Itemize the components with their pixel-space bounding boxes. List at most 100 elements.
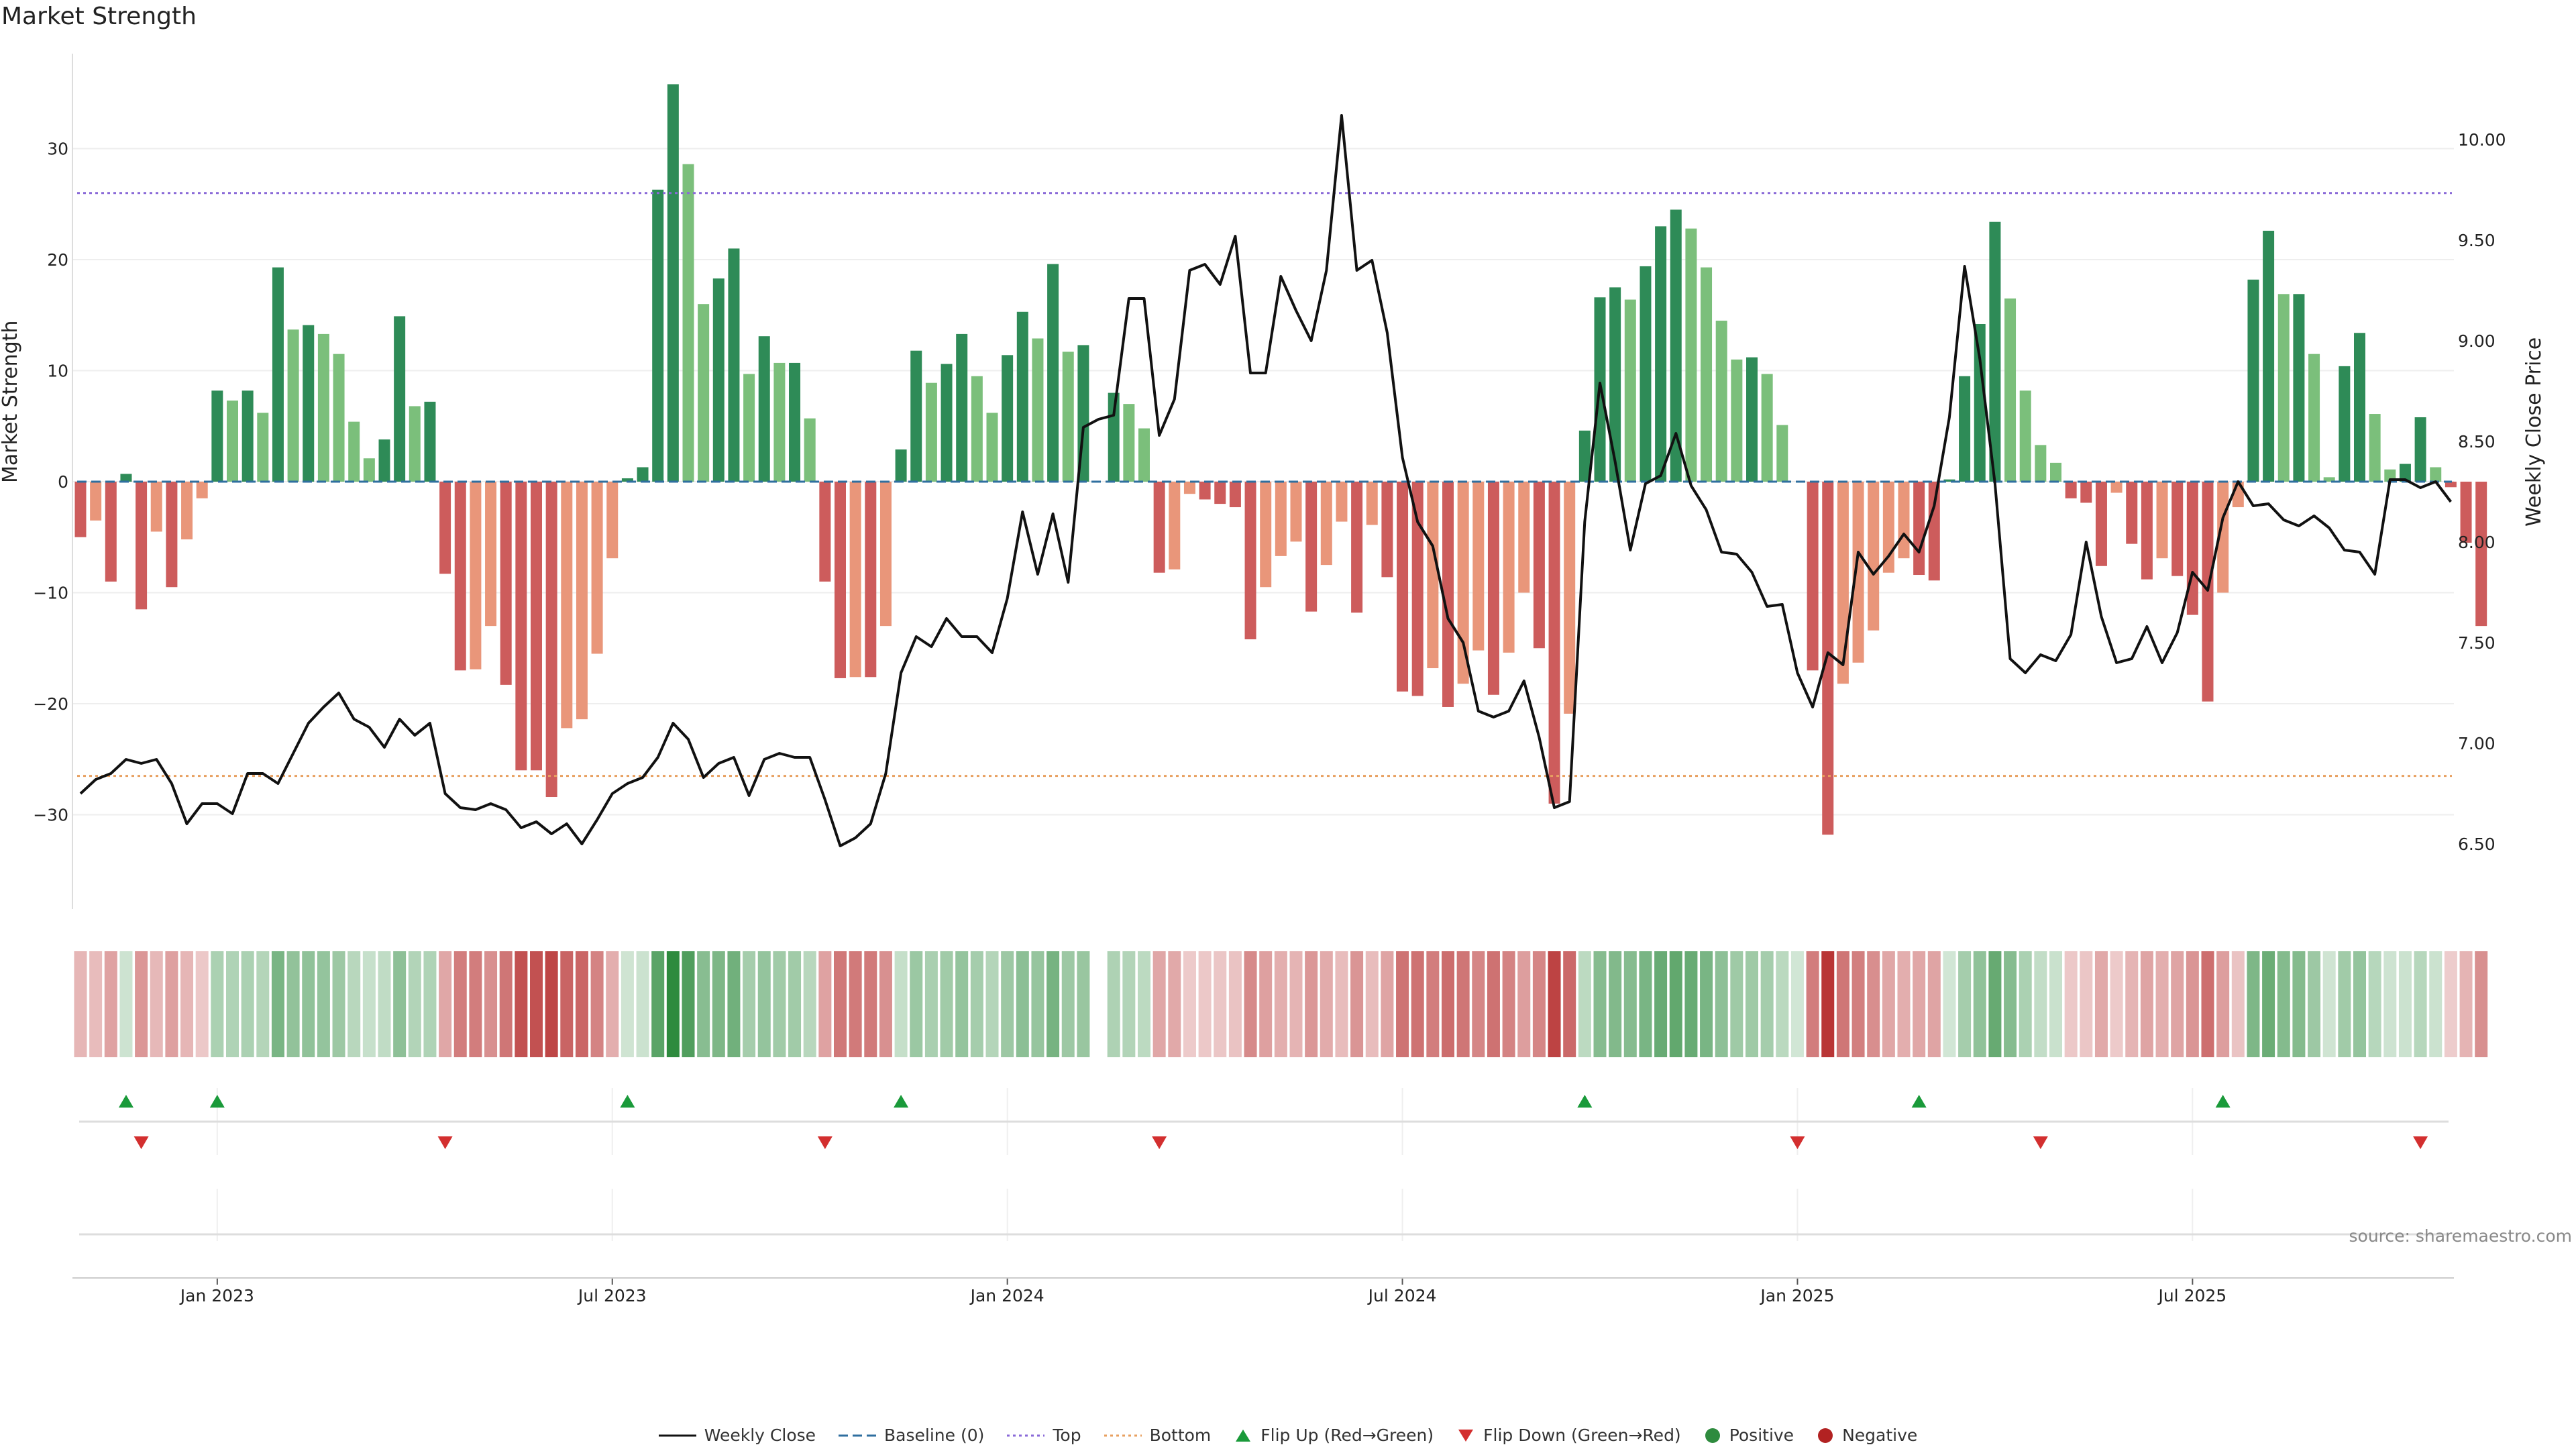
strength-bar bbox=[1366, 482, 1378, 525]
strength-bar bbox=[698, 304, 710, 482]
heat-cell bbox=[2155, 951, 2169, 1057]
heat-cell bbox=[2080, 951, 2093, 1057]
heat-cell bbox=[879, 951, 892, 1057]
heat-cell bbox=[560, 951, 574, 1057]
heat-cell bbox=[1046, 951, 1060, 1057]
heat-cell bbox=[818, 951, 832, 1057]
strength-bar bbox=[333, 354, 345, 482]
strength-bar bbox=[1928, 482, 1940, 581]
strength-bar bbox=[1123, 404, 1135, 482]
strength-bar bbox=[2414, 417, 2426, 482]
y-left-tick-label: 10 bbox=[47, 362, 68, 381]
heat-cell bbox=[317, 951, 330, 1057]
strength-bar bbox=[2308, 354, 2320, 482]
heat-cell bbox=[1639, 951, 1652, 1057]
heat-cell bbox=[1730, 951, 1743, 1057]
strength-bar bbox=[1655, 226, 1667, 482]
strength-bar bbox=[1685, 228, 1697, 482]
legend-baseline: Baseline (0) bbox=[839, 1426, 984, 1445]
heat-cell bbox=[2444, 951, 2457, 1057]
strength-bar bbox=[303, 325, 315, 482]
heat-cell bbox=[530, 951, 543, 1057]
heat-cell bbox=[408, 951, 421, 1057]
source-note: source: sharemaestro.com bbox=[2349, 1226, 2573, 1246]
legend-label: Top bbox=[1053, 1426, 1081, 1445]
strength-bar bbox=[2035, 445, 2047, 482]
strength-bar bbox=[1002, 355, 1014, 482]
legend-weekly-close: Weekly Close bbox=[658, 1426, 816, 1445]
strength-bar bbox=[136, 482, 148, 610]
strength-bar bbox=[758, 336, 770, 482]
heat-cell bbox=[180, 951, 194, 1057]
heat-cell bbox=[1943, 951, 1956, 1057]
heat-cell bbox=[834, 951, 847, 1057]
heat-cell bbox=[1487, 951, 1500, 1057]
y-right-tick-label: 9.00 bbox=[2458, 331, 2496, 351]
heat-cell bbox=[1426, 951, 1440, 1057]
heat-cell bbox=[226, 951, 239, 1057]
strength-bar bbox=[1533, 482, 1545, 649]
heat-cell bbox=[2247, 951, 2260, 1057]
strength-bar bbox=[1472, 482, 1485, 651]
heat-cell bbox=[195, 951, 209, 1057]
strength-bar bbox=[2323, 477, 2335, 482]
strength-bar bbox=[1959, 376, 1971, 482]
strength-bar bbox=[1503, 482, 1515, 653]
heat-cell bbox=[378, 951, 391, 1057]
legend-top: Top bbox=[1007, 1426, 1081, 1445]
strength-bar bbox=[1047, 264, 1059, 482]
heat-cell bbox=[2459, 951, 2473, 1057]
flip-up-marker bbox=[2215, 1095, 2231, 1108]
heat-cell bbox=[1350, 951, 1364, 1057]
heat-cell bbox=[211, 951, 224, 1057]
x-tick-label: Jul 2025 bbox=[2157, 1286, 2226, 1305]
heat-cell bbox=[362, 951, 376, 1057]
y-right-tick-label: 7.00 bbox=[2458, 734, 2496, 753]
strength-bar bbox=[682, 164, 694, 482]
strength-bar bbox=[90, 482, 102, 521]
strength-bar bbox=[1701, 267, 1713, 482]
strength-bar bbox=[1868, 482, 1880, 631]
strength-bar bbox=[470, 482, 482, 669]
y-right-tick-label: 8.50 bbox=[2458, 432, 2496, 451]
heat-cell bbox=[1882, 951, 1895, 1057]
heat-cell bbox=[743, 951, 756, 1057]
strength-bar bbox=[257, 413, 269, 482]
heat-cell bbox=[970, 951, 983, 1057]
strength-bar bbox=[1153, 482, 1165, 573]
heat-cell bbox=[849, 951, 862, 1057]
strength-bar bbox=[773, 362, 786, 482]
strength-bar bbox=[986, 413, 998, 482]
heat-cell bbox=[2004, 951, 2017, 1057]
strength-bar bbox=[2475, 482, 2487, 627]
heat-cell bbox=[1746, 951, 1758, 1057]
strength-bar bbox=[804, 418, 816, 482]
strength-bar bbox=[1016, 311, 1028, 482]
heat-cell bbox=[788, 951, 802, 1057]
strength-bar bbox=[2065, 482, 2077, 498]
heat-cell bbox=[439, 951, 452, 1057]
heat-cell bbox=[621, 951, 634, 1057]
heat-cell bbox=[2414, 951, 2427, 1057]
heat-cell bbox=[1320, 951, 1333, 1057]
strength-bar bbox=[424, 401, 436, 482]
heat-cell bbox=[1897, 951, 1911, 1057]
x-tick-label: Jul 2024 bbox=[1367, 1286, 1437, 1305]
y-right-tick-label: 9.50 bbox=[2458, 231, 2496, 250]
heat-cell bbox=[1623, 951, 1637, 1057]
heat-cell bbox=[894, 951, 908, 1057]
strength-bar bbox=[2019, 390, 2031, 482]
strength-bar bbox=[1761, 374, 1773, 482]
heat-cell bbox=[2292, 951, 2306, 1057]
strength-bar bbox=[2080, 482, 2092, 503]
heat-cell bbox=[2125, 951, 2139, 1057]
grid-lines bbox=[72, 148, 2454, 1241]
strength-bar bbox=[181, 482, 193, 540]
legend-label: Flip Up (Red→Green) bbox=[1260, 1426, 1434, 1445]
heat-cell bbox=[1335, 951, 1348, 1057]
strength-bar bbox=[2263, 230, 2275, 482]
heat-cell bbox=[2429, 951, 2443, 1057]
strength-bar bbox=[971, 376, 983, 482]
heat-cell bbox=[2216, 951, 2230, 1057]
strength-bar bbox=[439, 482, 451, 574]
